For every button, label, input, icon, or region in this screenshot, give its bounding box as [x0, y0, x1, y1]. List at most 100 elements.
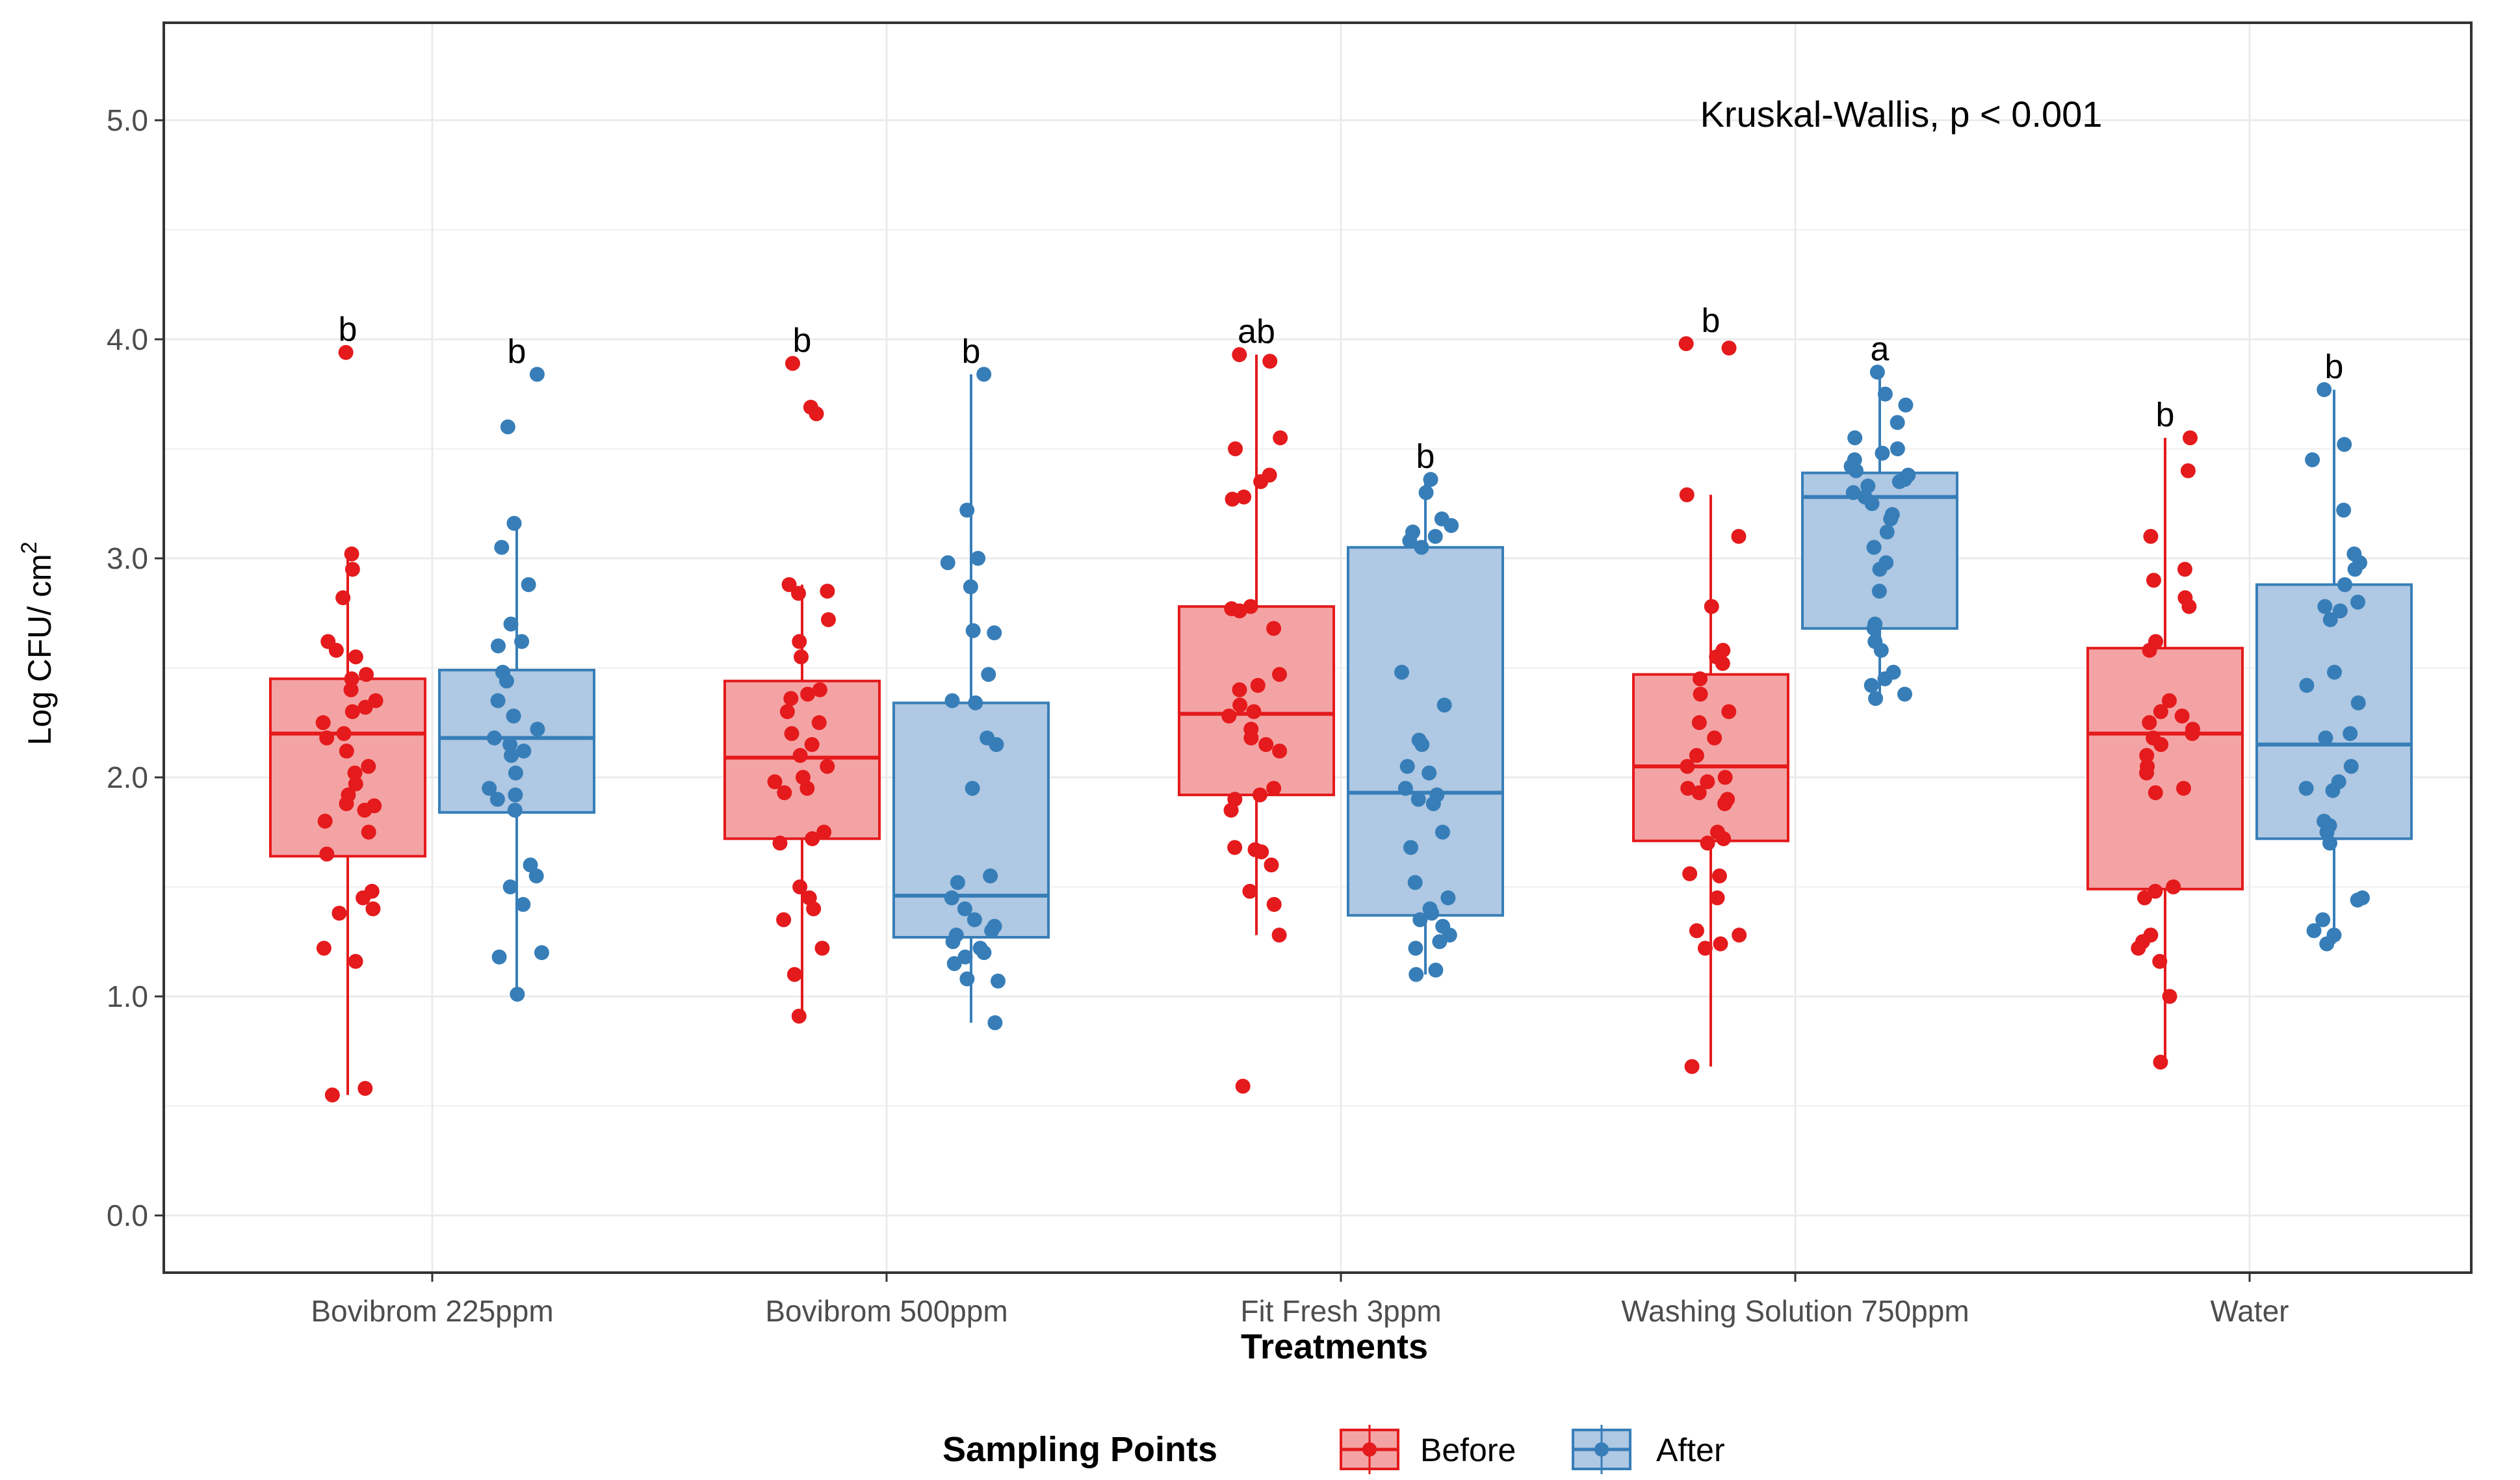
data-point-after	[967, 912, 982, 928]
box-before	[1178, 605, 1335, 796]
data-point-after	[1422, 765, 1437, 781]
data-point-before	[335, 590, 351, 606]
data-point-before	[356, 890, 371, 905]
data-point-after	[959, 971, 975, 987]
data-point-before	[820, 584, 835, 599]
data-point-before	[348, 954, 363, 969]
data-point-after	[1414, 736, 1430, 752]
data-point-before	[2181, 599, 2197, 614]
data-point-after	[976, 367, 992, 382]
data-point-after	[1440, 890, 1456, 905]
data-point-before	[1713, 936, 1728, 952]
data-point-before	[1715, 656, 1730, 671]
data-point-before	[814, 941, 830, 956]
data-point-after	[521, 577, 536, 592]
data-point-before	[772, 835, 788, 851]
data-point-before	[344, 704, 360, 720]
data-point-before	[357, 803, 372, 818]
data-point-after	[2319, 936, 2335, 952]
data-point-after	[2350, 594, 2366, 610]
data-point-after	[983, 868, 998, 884]
data-point-before	[1732, 928, 1747, 943]
data-point-after	[987, 625, 1002, 641]
data-point-after	[1432, 934, 1448, 950]
data-point-after	[944, 890, 959, 905]
y-axis-title-text: Log CFU/ cm	[21, 554, 58, 746]
data-point-after	[984, 923, 1000, 939]
data-point-before	[1228, 441, 1243, 456]
data-point-after	[2332, 603, 2348, 619]
data-point-after	[1845, 485, 1861, 500]
data-point-after	[1869, 365, 1885, 380]
data-point-after	[1428, 963, 1444, 978]
data-point-after	[510, 987, 525, 1002]
data-point-after	[523, 857, 538, 873]
data-point-before	[800, 686, 816, 702]
legend-item-before	[1340, 1425, 1399, 1474]
box-before	[269, 677, 426, 858]
data-point-after	[2350, 892, 2365, 908]
data-point-after	[1866, 621, 1882, 636]
data-point-before	[1691, 715, 1707, 731]
significance-letter: a	[1871, 331, 1890, 369]
data-point-before	[357, 699, 373, 715]
data-point-after	[529, 367, 545, 382]
data-point-after	[530, 721, 545, 737]
data-point-after	[2322, 835, 2337, 851]
data-point-after	[491, 949, 507, 965]
data-point-after	[940, 555, 955, 571]
data-point-before	[2174, 708, 2190, 724]
data-point-before	[1242, 883, 1258, 899]
data-point-before	[1223, 803, 1239, 818]
data-point-before	[805, 831, 820, 846]
data-point-before	[319, 846, 335, 862]
data-point-after	[1412, 912, 1428, 928]
data-point-before	[316, 941, 331, 956]
data-point-before	[357, 1081, 373, 1097]
data-point-after	[1427, 528, 1443, 544]
y-axis-title: Log CFU/ cm2	[17, 541, 58, 745]
data-point-after	[2317, 382, 2332, 398]
data-point-after	[1409, 967, 1424, 982]
data-point-after	[487, 730, 502, 746]
data-point-before	[1266, 781, 1282, 796]
data-point-before	[2142, 643, 2157, 658]
data-point-before	[1679, 487, 1695, 502]
data-point-before	[1680, 759, 1695, 774]
legend-label-before: Before	[1420, 1432, 1516, 1468]
data-point-after	[1897, 686, 1912, 702]
data-point-before	[343, 682, 359, 697]
data-point-after	[944, 693, 960, 708]
data-point-before	[1258, 736, 1274, 752]
data-point-before	[1236, 489, 1252, 505]
data-point-before	[1253, 474, 1269, 489]
legend-item-after	[1572, 1425, 1631, 1474]
data-point-after	[490, 693, 506, 708]
data-point-after	[2337, 577, 2353, 592]
x-tick-label: Washing Solution 750ppm	[1621, 1294, 1969, 1328]
data-point-before	[1721, 704, 1737, 720]
data-point-after	[976, 945, 992, 961]
data-point-before	[791, 1008, 807, 1024]
data-point-before	[1678, 336, 1694, 352]
data-point-after	[965, 623, 981, 638]
data-point-before	[812, 682, 827, 697]
data-point-before	[1682, 866, 1698, 881]
data-point-after	[1879, 525, 1895, 540]
data-point-after	[2298, 781, 2314, 796]
data-point-after	[1871, 584, 1887, 599]
data-point-after	[2326, 664, 2342, 680]
data-point-after	[2315, 912, 2331, 928]
data-point-after	[1877, 671, 1893, 686]
data-point-after	[503, 616, 519, 632]
data-point-before	[2182, 430, 2198, 446]
data-point-before	[1221, 708, 1237, 724]
data-point-before	[2152, 954, 2168, 969]
data-point-after	[1891, 474, 1907, 489]
data-point-after	[1424, 905, 1440, 921]
box-after	[1347, 546, 1504, 917]
data-point-after	[965, 781, 980, 796]
data-point-before	[344, 546, 359, 562]
panel-border	[162, 21, 2473, 1274]
